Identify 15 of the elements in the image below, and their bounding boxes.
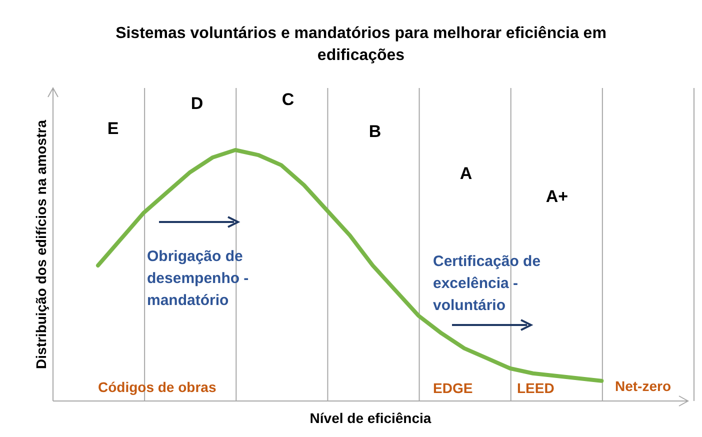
text: E (107, 119, 119, 138)
text: B (368, 122, 382, 141)
annotation: Certificação de excelência - voluntário (433, 253, 541, 314)
annotation: Obrigação de desempenho - mandatório (147, 248, 249, 309)
y-axis-title: Distribuição dos edifícios na amostra (33, 120, 49, 369)
chart-title: Sistemas voluntários e mandatórios para melhorar eficiência em edificações (116, 25, 606, 64)
annotation: A (460, 164, 472, 183)
x-axis-title: Nível de eficiência (310, 410, 432, 426)
annotation: LEED (517, 380, 554, 396)
annotation: Códigos de obras (98, 379, 216, 395)
text: C (282, 90, 294, 109)
annotation: A+ (546, 187, 568, 206)
text: D (190, 94, 204, 113)
text: Net-zero (615, 378, 672, 394)
annotation: EDGE (433, 380, 473, 396)
